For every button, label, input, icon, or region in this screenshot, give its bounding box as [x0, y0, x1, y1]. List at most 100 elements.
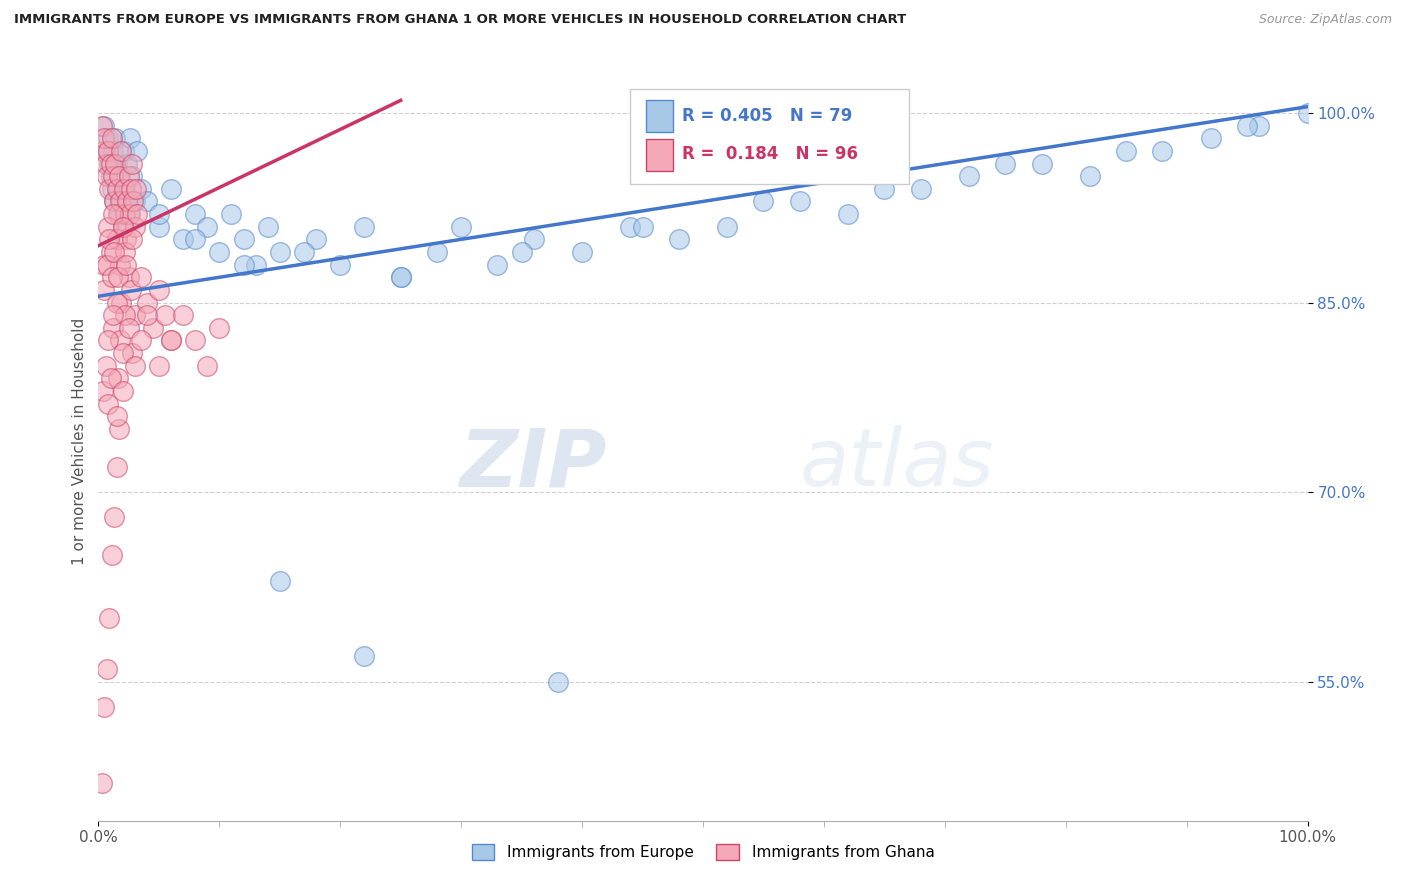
Point	[108, 169, 131, 184]
Point	[100, 156, 122, 170]
Point	[910, 182, 932, 196]
Point	[108, 422, 131, 436]
Point	[184, 232, 207, 246]
Point	[208, 321, 231, 335]
Point	[96, 258, 118, 272]
Point	[101, 207, 124, 221]
Point	[103, 194, 125, 209]
Point	[96, 662, 118, 676]
Point	[98, 182, 121, 196]
Point	[148, 283, 170, 297]
Point	[148, 359, 170, 373]
Point	[269, 574, 291, 588]
Point	[93, 131, 115, 145]
Point	[994, 156, 1017, 170]
Point	[486, 258, 509, 272]
Point	[125, 182, 148, 196]
Point	[105, 232, 128, 246]
Point	[108, 207, 131, 221]
Bar	[647, 100, 673, 132]
Point	[1152, 144, 1174, 158]
Point	[142, 321, 165, 335]
Point	[115, 258, 138, 272]
Point	[105, 295, 128, 310]
Text: Source: ZipAtlas.com: Source: ZipAtlas.com	[1258, 13, 1392, 27]
Point	[232, 258, 254, 272]
Point	[104, 156, 127, 170]
Point	[329, 258, 352, 272]
Point	[245, 258, 267, 272]
Point	[117, 156, 139, 170]
Point	[100, 182, 122, 196]
Point	[523, 232, 546, 246]
Point	[124, 308, 146, 322]
Point	[111, 384, 134, 398]
Point	[118, 321, 141, 335]
Point	[107, 207, 129, 221]
Point	[111, 219, 134, 234]
Point	[118, 270, 141, 285]
Point	[1296, 106, 1319, 120]
Point	[1249, 119, 1271, 133]
Point	[115, 232, 138, 246]
Point	[547, 674, 569, 689]
Point	[122, 194, 145, 209]
Point	[110, 295, 132, 310]
Point	[129, 334, 152, 348]
Point	[108, 334, 131, 348]
Point	[121, 156, 143, 170]
Point	[111, 219, 134, 234]
Text: R = 0.405   N = 79: R = 0.405 N = 79	[682, 106, 853, 125]
Point	[93, 258, 115, 272]
Point	[426, 244, 449, 259]
Point	[121, 169, 143, 184]
Point	[256, 219, 278, 234]
Point	[124, 359, 146, 373]
Point	[97, 396, 120, 410]
Point	[101, 308, 124, 322]
Point	[117, 194, 139, 209]
Point	[124, 219, 146, 234]
Point	[107, 182, 129, 196]
Point	[108, 194, 131, 209]
Point	[184, 207, 207, 221]
Point	[789, 194, 811, 209]
Point	[108, 169, 131, 184]
Point	[105, 182, 128, 196]
Point	[353, 649, 375, 664]
Point	[1199, 131, 1222, 145]
Point	[195, 219, 218, 234]
Point	[93, 283, 115, 297]
Point	[114, 207, 136, 221]
Point	[100, 270, 122, 285]
Point	[292, 244, 315, 259]
Point	[135, 295, 157, 310]
Point	[208, 244, 231, 259]
Point	[114, 244, 136, 259]
Point	[98, 611, 121, 625]
Point	[1236, 119, 1258, 133]
Point	[129, 270, 152, 285]
Point	[172, 308, 194, 322]
Point	[114, 182, 136, 196]
Point	[114, 308, 136, 322]
Point	[1078, 169, 1101, 184]
Point	[100, 131, 122, 145]
Point	[153, 308, 176, 322]
Point	[115, 194, 138, 209]
Point	[160, 334, 183, 348]
Point	[105, 409, 128, 424]
Text: ZIP: ZIP	[458, 425, 606, 503]
Point	[135, 308, 157, 322]
Point	[121, 346, 143, 360]
Point	[571, 244, 593, 259]
Point	[98, 232, 121, 246]
Point	[97, 144, 120, 158]
Point	[104, 131, 127, 145]
Legend: Immigrants from Europe, Immigrants from Ghana: Immigrants from Europe, Immigrants from …	[465, 838, 941, 866]
Point	[124, 194, 146, 209]
Point	[121, 232, 143, 246]
Point	[105, 459, 128, 474]
Point	[103, 244, 125, 259]
Text: atlas: atlas	[800, 425, 994, 503]
